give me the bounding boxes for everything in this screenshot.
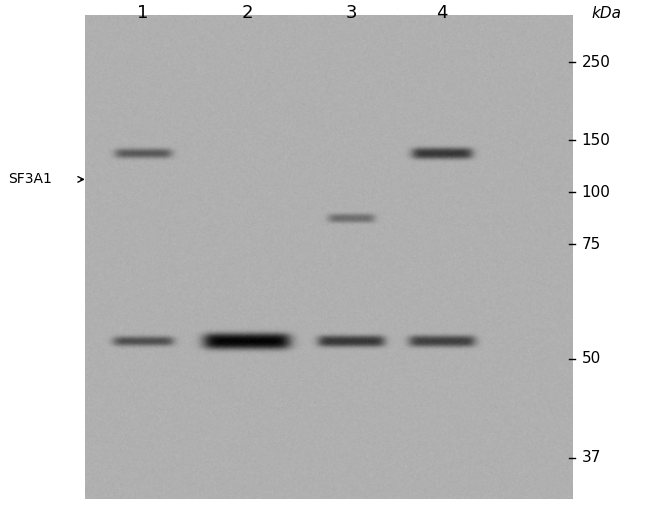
Text: kDa: kDa bbox=[592, 6, 621, 20]
Text: 75: 75 bbox=[582, 237, 601, 252]
Text: 250: 250 bbox=[582, 55, 610, 70]
Text: 50: 50 bbox=[582, 352, 601, 366]
Text: 2: 2 bbox=[241, 4, 253, 22]
Text: 4: 4 bbox=[436, 4, 448, 22]
Text: 3: 3 bbox=[345, 4, 357, 22]
Text: SF3A1: SF3A1 bbox=[8, 173, 52, 186]
Text: 150: 150 bbox=[582, 133, 610, 148]
Text: 37: 37 bbox=[582, 450, 601, 465]
Text: 1: 1 bbox=[137, 4, 149, 22]
Text: 100: 100 bbox=[582, 185, 610, 200]
